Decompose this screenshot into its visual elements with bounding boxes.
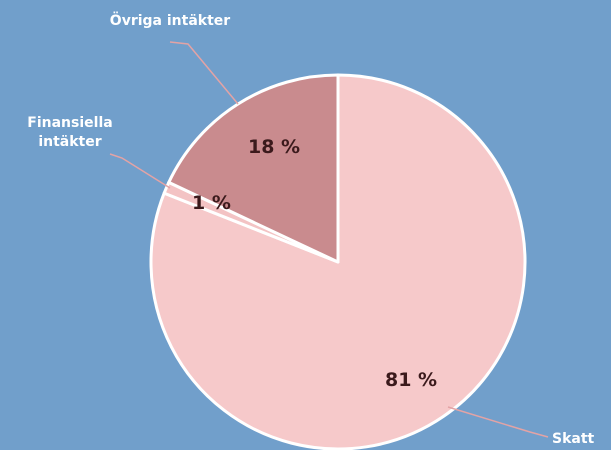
leader-line — [109, 153, 171, 189]
category-label: Skatt — [552, 431, 595, 447]
category-label: Övriga intäkter — [109, 13, 231, 29]
value-label: 18 % — [248, 136, 301, 158]
leader-line — [447, 406, 549, 438]
value-label: 81 % — [385, 369, 438, 391]
category-label: Finansiella intäkter — [27, 115, 113, 150]
pie-slice — [167, 73, 340, 264]
value-label: 1 % — [192, 192, 231, 214]
leader-line — [169, 41, 239, 105]
